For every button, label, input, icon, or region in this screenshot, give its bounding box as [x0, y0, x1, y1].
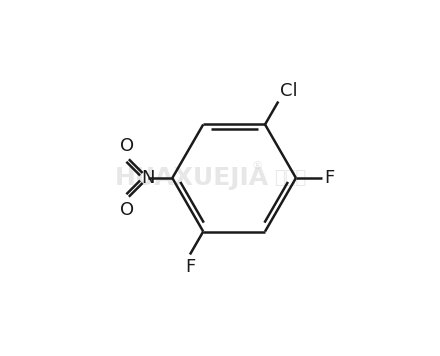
- Text: 化学加: 化学加: [275, 169, 307, 187]
- Text: N: N: [141, 169, 154, 187]
- Text: ®: ®: [252, 161, 263, 171]
- Text: HUAXUEJIA: HUAXUEJIA: [115, 166, 269, 190]
- Text: O: O: [120, 201, 134, 219]
- Text: F: F: [185, 258, 195, 276]
- Text: Cl: Cl: [280, 82, 298, 100]
- Text: F: F: [325, 169, 335, 187]
- Text: O: O: [120, 137, 134, 155]
